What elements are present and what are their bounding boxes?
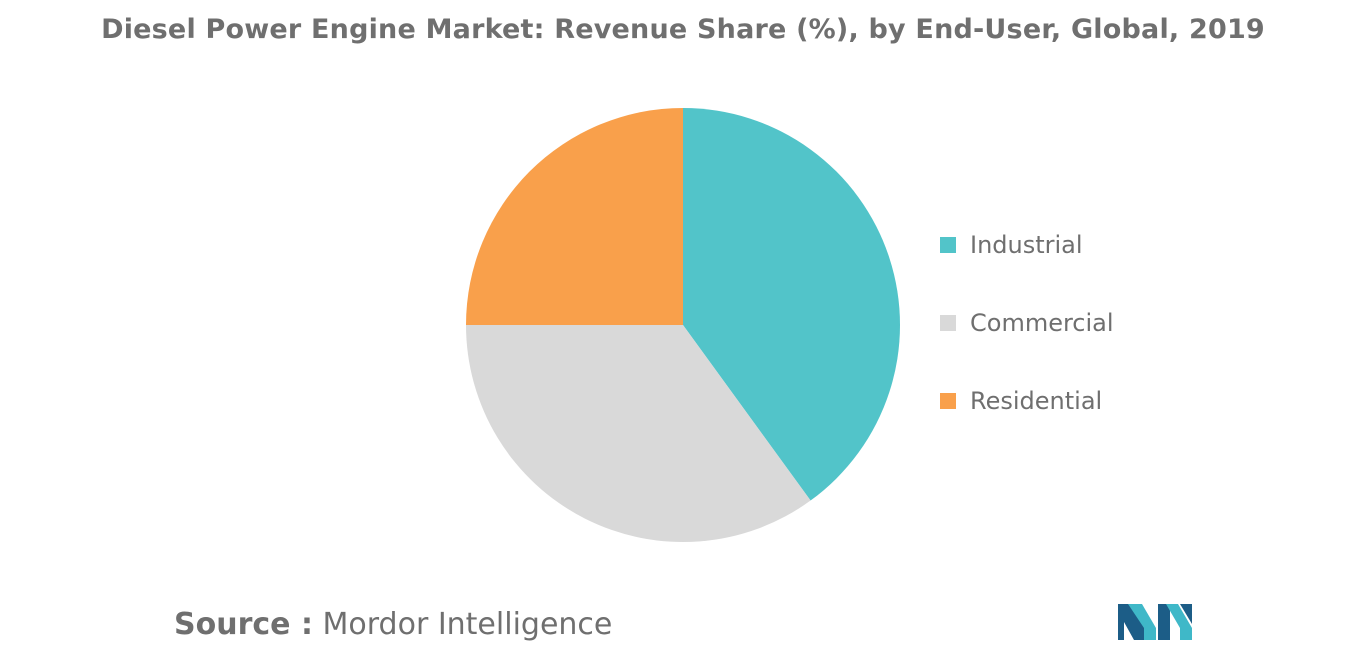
chart-title: Diesel Power Engine Market: Revenue Shar…: [101, 14, 1265, 45]
pie-slice-residential: [466, 108, 683, 325]
pie-slices: [466, 108, 901, 543]
mordor-intelligence-logo-icon: [1118, 604, 1192, 640]
legend-label: Industrial: [970, 231, 1083, 259]
legend-label: Residential: [970, 387, 1103, 415]
pie-slice-industrial: [683, 108, 901, 501]
legend-swatch: [940, 315, 956, 331]
legend-item-residential: Residential: [940, 386, 1102, 416]
legend-item-commercial: Commercial: [940, 308, 1114, 338]
source-text: Mordor Intelligence: [322, 607, 613, 642]
legend-label: Commercial: [970, 309, 1114, 337]
pie-slice-commercial: [466, 325, 811, 543]
source-label: Source :: [174, 607, 313, 642]
legend-swatch: [940, 393, 956, 409]
legend-swatch: [940, 237, 956, 253]
source-note: Source : Mordor Intelligence: [174, 607, 612, 642]
legend-item-industrial: Industrial: [940, 230, 1083, 260]
